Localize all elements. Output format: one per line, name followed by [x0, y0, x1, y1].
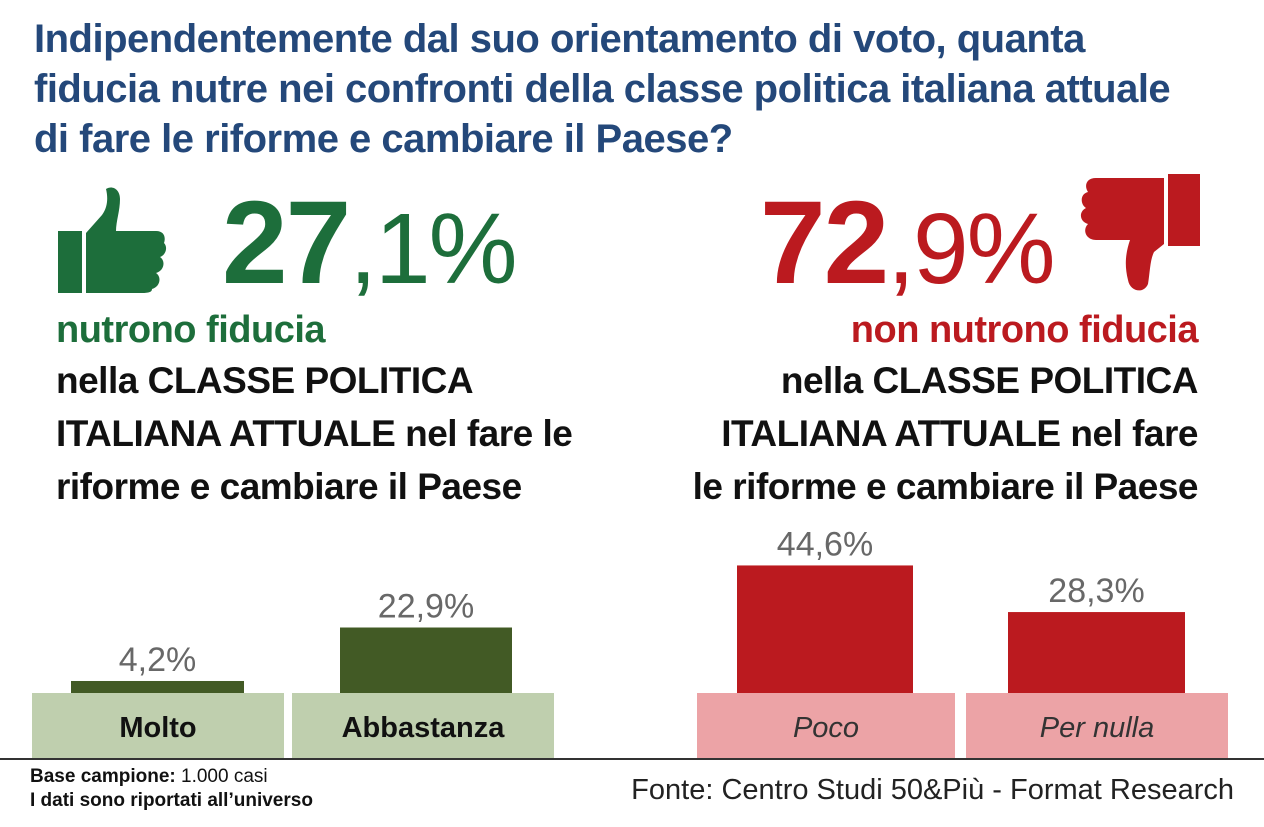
category-label-1: Abbastanza — [342, 712, 506, 744]
bar-3 — [1008, 612, 1185, 693]
base-label: Base campione: — [30, 766, 176, 787]
distrust-percentage: 72,9% — [760, 184, 1056, 308]
universe-note: I dati sono riportati all’universo — [30, 790, 313, 811]
category-label-2: Poco — [793, 712, 859, 744]
source-note: Fonte: Centro Studi 50&Più - Format Rese… — [631, 774, 1234, 806]
value-label-2: 44,6% — [777, 525, 873, 563]
base-value: 1.000 casi — [181, 766, 268, 787]
value-label-0: 4,2% — [119, 641, 197, 679]
category-label-3: Per nulla — [1040, 712, 1154, 744]
value-label-1: 22,9% — [378, 588, 474, 626]
category-base-3 — [966, 693, 1228, 758]
trust-percentage-int: 27 — [222, 177, 351, 309]
category-base-2 — [697, 693, 955, 758]
chart-title: Indipendentemente dal suo orientamento d… — [34, 17, 1171, 161]
category-base-0 — [32, 693, 284, 758]
trust-description: nella CLASSE POLITICA ITALIANA ATTUALE n… — [56, 360, 573, 507]
distrust-percentage-int: 72 — [760, 177, 889, 309]
value-label-3: 28,3% — [1048, 572, 1144, 610]
trust-percentage-dec: ,1% — [349, 193, 517, 305]
thumbs-down-icon — [1074, 172, 1202, 296]
distrust-description: nella CLASSE POLITICA ITALIANA ATTUALE n… — [692, 360, 1199, 507]
category-label-0: Molto — [119, 712, 196, 744]
bar-1 — [340, 627, 512, 693]
sample-note: Base campione: 1.000 casi I dati sono ri… — [30, 765, 313, 813]
distrust-lead: non nutrono fiducia — [850, 309, 1199, 351]
trust-lead: nutrono fiducia — [56, 309, 326, 351]
bar-2 — [737, 565, 913, 693]
trust-percentage: 27,1% — [222, 184, 518, 308]
distrust-percentage-dec: ,9% — [887, 193, 1055, 305]
bar-0 — [71, 680, 244, 693]
category-base-1 — [292, 693, 554, 758]
thumbs-up-icon — [56, 185, 168, 297]
